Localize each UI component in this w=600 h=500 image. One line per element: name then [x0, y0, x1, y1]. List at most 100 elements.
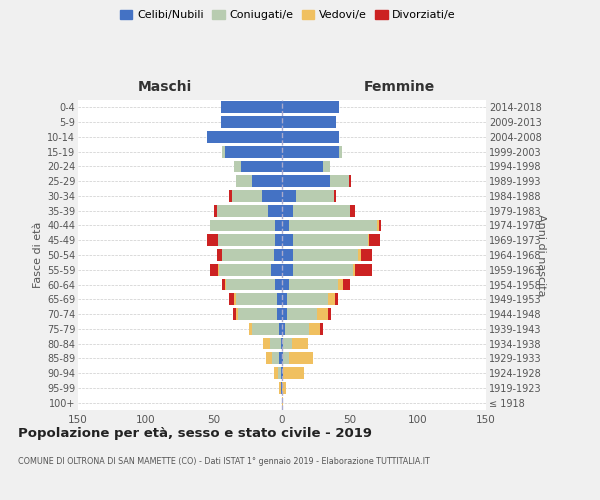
Bar: [277, 308, 282, 320]
Bar: [282, 205, 293, 216]
Bar: [282, 146, 339, 158]
Bar: [361, 249, 372, 261]
Bar: [274, 249, 282, 261]
Bar: [235, 160, 241, 172]
Bar: [296, 190, 334, 202]
Bar: [282, 249, 293, 261]
Bar: [221, 116, 282, 128]
Bar: [293, 205, 350, 216]
Bar: [281, 338, 282, 349]
Bar: [278, 367, 281, 379]
Bar: [309, 323, 320, 334]
Bar: [275, 220, 282, 232]
Bar: [220, 264, 271, 276]
Bar: [281, 367, 282, 379]
Bar: [289, 352, 313, 364]
Bar: [229, 294, 235, 305]
Bar: [266, 352, 272, 364]
Bar: [282, 367, 283, 379]
Bar: [334, 190, 337, 202]
Text: Maschi: Maschi: [138, 80, 192, 94]
Bar: [263, 338, 270, 349]
Bar: [358, 249, 361, 261]
Bar: [207, 234, 218, 246]
Bar: [238, 308, 277, 320]
Bar: [335, 294, 338, 305]
Bar: [377, 220, 379, 232]
Bar: [293, 234, 368, 246]
Bar: [323, 160, 329, 172]
Bar: [271, 264, 282, 276]
Bar: [282, 116, 337, 128]
Bar: [241, 160, 282, 172]
Bar: [283, 338, 292, 349]
Bar: [281, 382, 282, 394]
Bar: [252, 176, 282, 187]
Bar: [283, 352, 289, 364]
Y-axis label: Anni di nascita: Anni di nascita: [536, 214, 545, 296]
Bar: [235, 294, 236, 305]
Bar: [214, 205, 217, 216]
Bar: [282, 131, 339, 143]
Bar: [226, 278, 275, 290]
Bar: [328, 308, 331, 320]
Bar: [283, 367, 304, 379]
Bar: [225, 278, 226, 290]
Bar: [210, 264, 218, 276]
Bar: [353, 264, 355, 276]
Bar: [285, 323, 309, 334]
Text: Femmine: Femmine: [364, 80, 434, 94]
Bar: [210, 220, 275, 232]
Bar: [218, 234, 275, 246]
Bar: [282, 234, 293, 246]
Bar: [282, 176, 329, 187]
Bar: [293, 249, 358, 261]
Bar: [282, 323, 285, 334]
Bar: [349, 176, 352, 187]
Y-axis label: Fasce di età: Fasce di età: [32, 222, 43, 288]
Bar: [217, 205, 268, 216]
Bar: [279, 352, 282, 364]
Bar: [217, 249, 222, 261]
Bar: [282, 294, 287, 305]
Bar: [287, 308, 317, 320]
Bar: [268, 205, 282, 216]
Bar: [282, 382, 286, 394]
Bar: [252, 323, 279, 334]
Bar: [328, 294, 335, 305]
Bar: [225, 146, 282, 158]
Bar: [236, 308, 238, 320]
Bar: [282, 338, 283, 349]
Bar: [236, 294, 277, 305]
Bar: [218, 264, 220, 276]
Bar: [282, 396, 283, 408]
Bar: [317, 308, 328, 320]
Bar: [282, 220, 289, 232]
Bar: [329, 176, 349, 187]
Bar: [282, 308, 287, 320]
Bar: [277, 294, 282, 305]
Bar: [222, 249, 274, 261]
Bar: [250, 323, 252, 334]
Text: COMUNE DI OLTRONA DI SAN MAMETTE (CO) - Dati ISTAT 1° gennaio 2019 - Elaborazion: COMUNE DI OLTRONA DI SAN MAMETTE (CO) - …: [18, 458, 430, 466]
Bar: [293, 264, 353, 276]
Bar: [207, 131, 282, 143]
Bar: [232, 190, 262, 202]
Bar: [275, 234, 282, 246]
Bar: [274, 367, 278, 379]
Bar: [279, 382, 281, 394]
Bar: [350, 205, 355, 216]
Legend: Celibi/Nubili, Coniugati/e, Vedovi/e, Divorziati/e: Celibi/Nubili, Coniugati/e, Vedovi/e, Di…: [116, 6, 460, 25]
Bar: [282, 102, 339, 114]
Bar: [368, 234, 369, 246]
Bar: [222, 146, 225, 158]
Bar: [289, 220, 377, 232]
Bar: [320, 323, 323, 334]
Bar: [282, 190, 296, 202]
Bar: [339, 146, 342, 158]
Bar: [270, 338, 281, 349]
Bar: [262, 190, 282, 202]
Bar: [379, 220, 381, 232]
Text: Popolazione per età, sesso e stato civile - 2019: Popolazione per età, sesso e stato civil…: [18, 428, 372, 440]
Bar: [236, 176, 252, 187]
